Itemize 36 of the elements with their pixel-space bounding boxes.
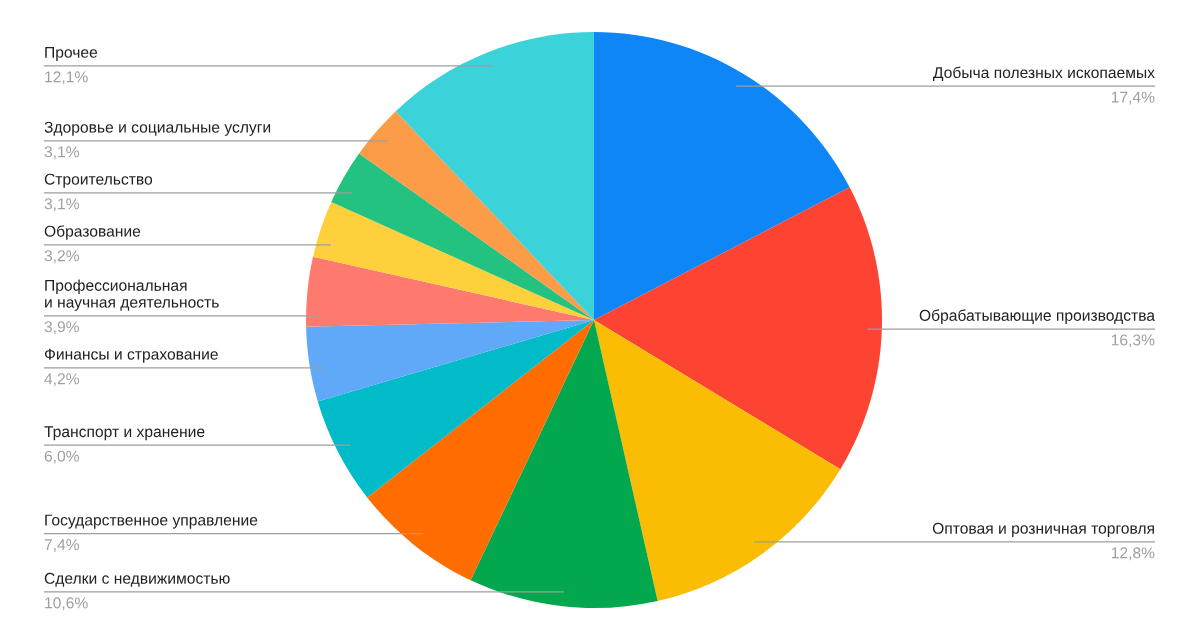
- data-label: 12,1%: [45, 71, 88, 85]
- pie-slice: [317, 320, 594, 498]
- slice-label: Транспорт и хранение: [44, 426, 205, 441]
- slice-label: Прочее: [45, 46, 98, 61]
- slice-label: Финансы и страхование: [44, 348, 218, 363]
- data-label: 12,8%: [1111, 547, 1155, 561]
- data-label: 3,1%: [44, 146, 80, 160]
- pie-slice: [367, 320, 594, 581]
- pie-slice: [594, 32, 850, 320]
- slice-label: Строительство: [44, 173, 153, 188]
- data-label: 17,4%: [1111, 91, 1155, 105]
- slice-label: Профессиональная и научная деятельность: [45, 279, 219, 311]
- data-label: 4,2%: [44, 373, 80, 387]
- slice-label: Образование: [44, 225, 141, 240]
- data-label: 10,6%: [45, 597, 88, 611]
- data-label: 3,9%: [44, 321, 80, 335]
- slice-label: Здоровье и социальные услуги: [44, 121, 271, 136]
- data-label: 6,0%: [44, 450, 80, 464]
- slice-label: Сделки с недвижимостью: [44, 572, 230, 587]
- slice-label: Оптовая и розничная торговля: [932, 522, 1154, 537]
- pie-slice: [359, 111, 594, 320]
- pie-slice: [470, 320, 658, 608]
- data-label: 3,1%: [44, 198, 80, 212]
- slice-label: Обрабатывающие производства: [919, 309, 1156, 325]
- pie-slice: [331, 153, 594, 320]
- pie-slice: [313, 202, 594, 320]
- pie-slice: [306, 256, 594, 327]
- data-label: 7,4%: [44, 539, 80, 552]
- pie-slice: [594, 187, 882, 470]
- pie-slice: [395, 32, 594, 320]
- data-label: 3,2%: [44, 250, 80, 264]
- pie-slice: [306, 320, 594, 402]
- slice-label: Государственное управление: [45, 514, 258, 529]
- slice-label: Добыча полезных ископаемых: [933, 66, 1155, 82]
- pie-slice: [594, 320, 841, 601]
- data-label: 16,3%: [1111, 334, 1155, 348]
